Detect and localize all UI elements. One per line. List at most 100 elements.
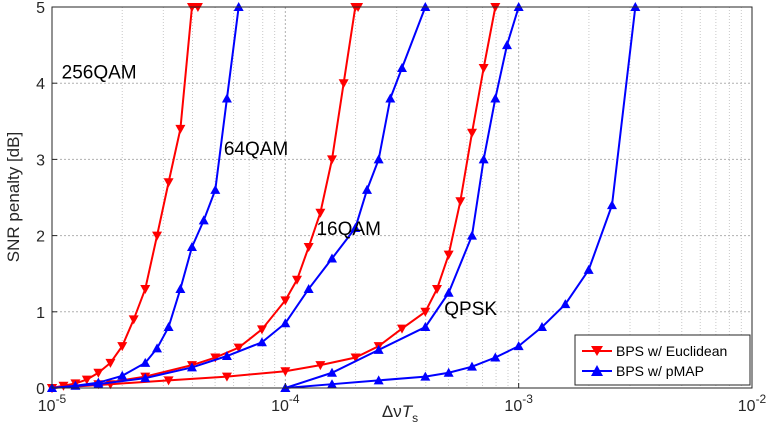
y-tick-label: 0 <box>36 381 45 398</box>
x-tick-label: 10-5 <box>38 392 67 415</box>
data-point <box>478 63 489 73</box>
data-point <box>420 371 431 381</box>
data-point <box>327 155 338 165</box>
data-point <box>140 284 151 294</box>
x-axis-label: ΔνTs <box>382 402 418 425</box>
data-point <box>513 341 524 351</box>
data-point <box>140 357 151 367</box>
tick-labels: 0 1 2 3 4 5 10-5 10-4 10-3 10-2 <box>36 0 766 415</box>
data-point <box>280 367 291 377</box>
y-tick-label: 1 <box>36 305 45 322</box>
data-point <box>373 344 384 354</box>
data-point <box>303 243 314 253</box>
data-point <box>81 375 92 385</box>
data-point <box>163 178 174 188</box>
data-point <box>315 208 326 218</box>
data-point <box>163 322 174 332</box>
data-point <box>466 230 477 240</box>
data-point <box>455 197 466 207</box>
series-line <box>285 6 520 389</box>
data-point <box>105 358 116 368</box>
data-point <box>152 231 163 241</box>
data-point <box>221 350 232 360</box>
data-point <box>186 242 197 252</box>
data-point <box>128 315 139 325</box>
x-tick-label: 10-4 <box>271 392 300 415</box>
annotation-label: 16QAM <box>316 219 380 240</box>
data-point <box>93 368 104 378</box>
legend-box <box>574 334 751 386</box>
data-point <box>338 79 349 89</box>
data-point <box>186 362 197 372</box>
y-tick-label: 3 <box>36 152 45 169</box>
data-point <box>280 318 291 328</box>
data-point <box>152 343 163 353</box>
data-point <box>117 342 128 352</box>
annotation-label: 256QAM <box>62 63 137 84</box>
data-point <box>303 283 314 293</box>
y-axis-label: SNR penalty [dB] <box>4 132 23 262</box>
data-point <box>373 375 384 385</box>
data-point <box>443 287 454 297</box>
data-point <box>396 324 407 334</box>
data-point <box>117 370 128 380</box>
data-point <box>502 40 513 50</box>
data-point <box>560 299 571 309</box>
annotation-label: QPSK <box>444 299 497 320</box>
data-point <box>420 322 431 332</box>
plot-frame <box>51 6 753 389</box>
data-point <box>280 296 291 306</box>
series-euclidean <box>47 3 501 393</box>
data-point <box>373 154 384 164</box>
data-point <box>327 253 338 263</box>
data-point <box>466 361 477 371</box>
data-point <box>443 250 454 260</box>
x-tick-label: 10-2 <box>738 392 767 415</box>
data-point <box>443 367 454 377</box>
annotations: 256QAM 64QAM 16QAM QPSK <box>62 63 498 320</box>
legend-label-pmap: BPS w/ pMAP <box>616 363 704 379</box>
data-point <box>256 325 267 335</box>
data-point <box>210 184 221 194</box>
data-point <box>221 372 232 382</box>
data-point <box>432 284 443 294</box>
legend-label-euclidean: BPS w/ Euclidean <box>616 343 727 359</box>
y-tick-label: 2 <box>36 229 45 246</box>
data-point <box>93 379 104 389</box>
data-point <box>175 124 186 134</box>
legend: BPS w/ Euclidean BPS w/ pMAP <box>574 334 751 386</box>
data-point <box>420 307 431 317</box>
series-layer <box>47 2 641 393</box>
data-point <box>140 373 151 383</box>
x-axis-label-sub: s <box>412 411 418 425</box>
data-point <box>467 128 478 138</box>
data-point <box>175 283 186 293</box>
data-point <box>350 353 361 363</box>
y-tick-label: 5 <box>36 0 45 17</box>
x-tick-label: 10-3 <box>504 392 533 415</box>
x-axis-label-t: T <box>402 402 414 421</box>
data-point <box>490 93 501 103</box>
data-point <box>210 353 221 363</box>
data-point <box>315 361 326 371</box>
data-point <box>256 337 267 347</box>
y-tick-label: 4 <box>36 76 45 93</box>
data-point <box>385 93 396 103</box>
data-point <box>221 93 232 103</box>
data-point <box>291 275 302 285</box>
series-pmap <box>47 2 641 392</box>
data-point <box>607 200 618 210</box>
data-point <box>478 154 489 164</box>
legend-marker-euclidean <box>591 346 603 356</box>
data-point <box>350 222 361 232</box>
data-point <box>490 352 501 362</box>
data-point <box>536 322 547 332</box>
legend-marker-pmap <box>591 365 603 376</box>
data-point <box>583 264 594 274</box>
data-point <box>233 343 244 353</box>
series-line <box>51 6 497 389</box>
annotation-label: 64QAM <box>224 139 288 160</box>
data-point <box>198 215 209 225</box>
data-point <box>396 62 407 72</box>
